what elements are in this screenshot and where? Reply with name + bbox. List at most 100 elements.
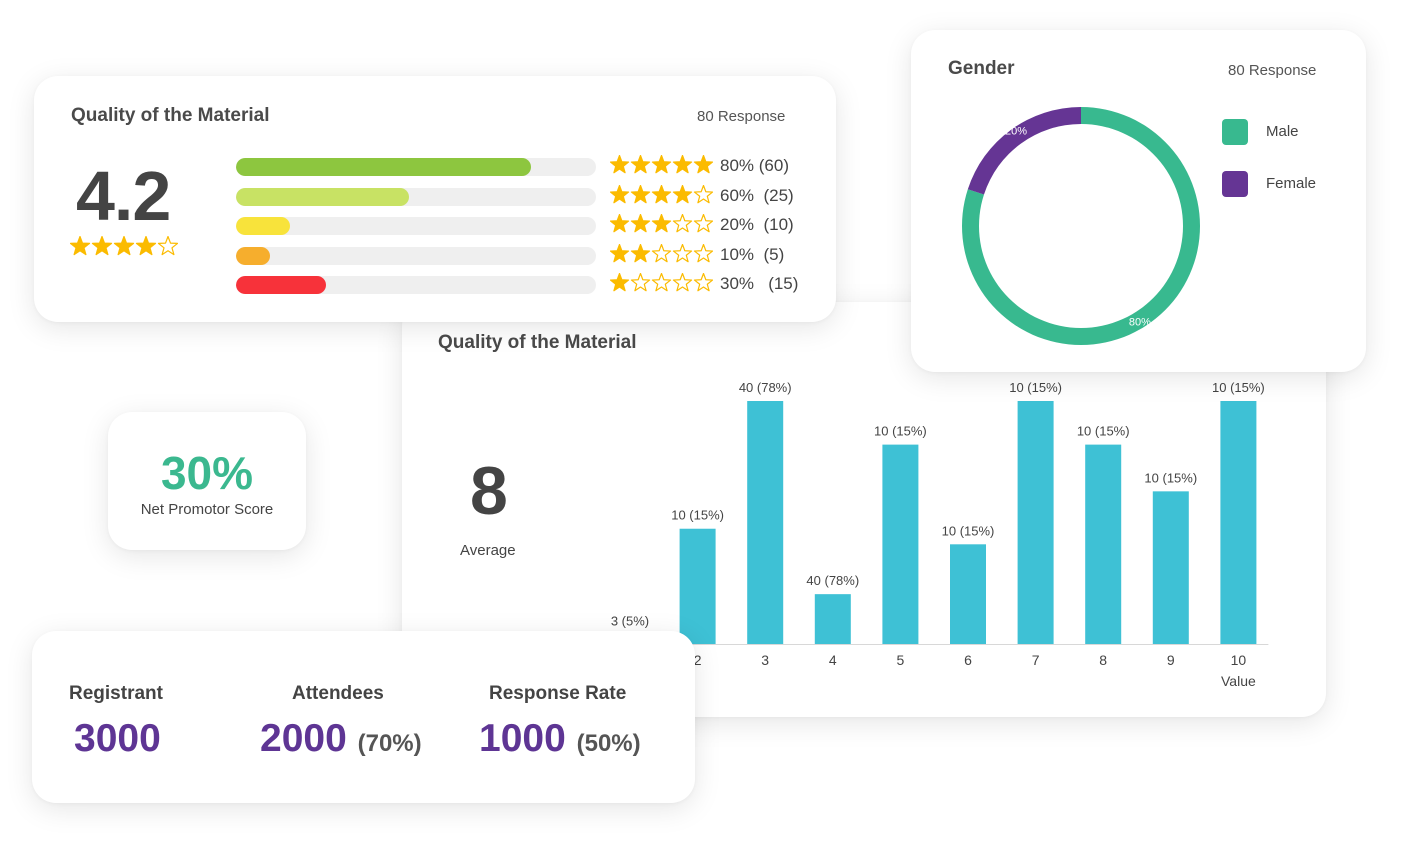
rating-row-label: 20% (10) [720,215,794,235]
rating-response-count: 80 Response [697,108,786,125]
rating-card: Quality of the Material 80 Response 4.2 … [34,76,836,322]
bar-data-label: 10 (15%) [1212,380,1265,395]
rating-bar-fill [236,246,271,265]
star-filled-icon [135,235,157,256]
gender-title: Gender [948,58,1015,79]
star-empty-icon [693,273,714,292]
star-filled-icon [609,243,630,263]
bar-data-label: 10 (15%) [671,508,724,523]
rating-bar-track [236,217,596,236]
bar-9 [1152,491,1189,644]
rating-bar-track [236,187,596,206]
legend-female-label: Female [1266,175,1317,192]
rating-bar-fill [236,187,409,206]
response-rate-value: 1000 [479,717,566,760]
star-filled-icon [630,243,651,263]
nps-label: Net Promotor Score [140,501,274,518]
x-tick-label: 8 [1099,652,1107,668]
rating-bar-fill [236,217,290,236]
bar-data-label: 10 (15%) [1077,424,1130,439]
donut-label-male: 80% [1129,316,1151,328]
bar-data-label: 10 (15%) [1009,380,1062,395]
donut-label-female: 20% [1005,126,1027,138]
star-filled-icon [672,154,693,174]
star-filled-icon [609,184,630,203]
attendees-label: Attendees [292,683,384,704]
gender-response-count: 80 Response [1228,62,1317,79]
star-empty-icon [651,273,672,292]
rating-average: 4.2 [76,157,171,235]
x-tick-label: 5 [897,652,905,668]
gender-donut-chart: 80% 20% [962,107,1200,345]
response-rate-value-group: 1000 (50%) [479,717,641,761]
average-value: 8 [470,453,508,529]
rating-row-5: 80% (60) [236,154,816,176]
bar-data-label: 10 (15%) [874,424,927,439]
rating-bar-track [236,276,596,295]
star-empty-icon [157,235,179,256]
bar-data-label: 3 (5%) [611,614,649,629]
star-empty-icon [630,273,651,292]
star-filled-icon [113,235,135,256]
star-filled-icon [693,154,714,174]
x-tick-label: 2 [694,652,702,668]
bar-5 [882,444,919,644]
stars-2 [609,243,714,263]
legend-male-label: Male [1266,123,1299,140]
stats-card: Registrant 3000 Attendees 2000 (70%) Res… [32,631,695,803]
star-filled-icon [609,273,630,292]
star-empty-icon [672,243,693,263]
rating-row-1: 30% (15) [236,273,816,295]
rating-row-label: 60% (25) [720,185,794,205]
bar-8 [1085,444,1122,644]
star-empty-icon [693,184,714,203]
stars-5 [609,154,714,174]
average-label: Average [460,542,516,559]
registrant-label: Registrant [69,683,163,704]
bar-7 [1017,401,1054,644]
response-rate-label: Response Rate [489,683,627,704]
registrant-value: 3000 [74,717,161,760]
attendees-percent: (70%) [357,730,422,757]
rating-row-label: 80% (60) [720,156,789,175]
x-axis-label: Value [1221,673,1256,689]
x-tick-label: 10 [1231,652,1247,668]
rating-row-label: 30% (15) [720,274,799,294]
x-tick-label: 3 [761,652,769,668]
star-empty-icon [672,273,693,292]
attendees-value-group: 2000 (70%) [260,717,422,761]
x-tick-label: 4 [829,652,837,668]
star-filled-icon [672,184,693,203]
star-filled-icon [91,235,113,256]
bar-6 [950,544,986,644]
nps-value: 30% [160,447,254,499]
bar-4 [814,594,851,644]
rating-bar-track [236,158,596,176]
rating-row-4: 60% (25) [236,184,816,206]
rating-row-label: 10% (5) [720,244,785,264]
star-filled-icon [630,214,651,233]
gender-card: Gender 80 Response 80% 20% Male Female [911,30,1366,372]
bar-data-label: 40 (78%) [739,380,792,395]
star-empty-icon [651,243,672,263]
stars-3 [609,214,714,233]
rating-bar-track [236,246,596,265]
rating-title: Quality of the Material [71,105,270,126]
star-filled-icon [609,154,630,174]
nps-card: 30% Net Promotor Score [108,412,306,550]
star-filled-icon [630,154,651,174]
response-rate-percent: (50%) [576,730,641,757]
star-filled-icon [609,214,630,233]
star-filled-icon [651,154,672,174]
donut-slice-female [967,107,1081,195]
bar-chart-title: Quality of the Material [438,332,637,353]
bar-3 [747,401,784,644]
bar-2 [679,528,716,644]
star-empty-icon [693,214,714,233]
legend-male-swatch [1222,119,1248,145]
stars-1 [609,273,714,292]
rating-bar-fill [236,158,532,176]
star-filled-icon [651,184,672,203]
star-empty-icon [672,214,693,233]
legend-female-swatch [1222,171,1248,197]
